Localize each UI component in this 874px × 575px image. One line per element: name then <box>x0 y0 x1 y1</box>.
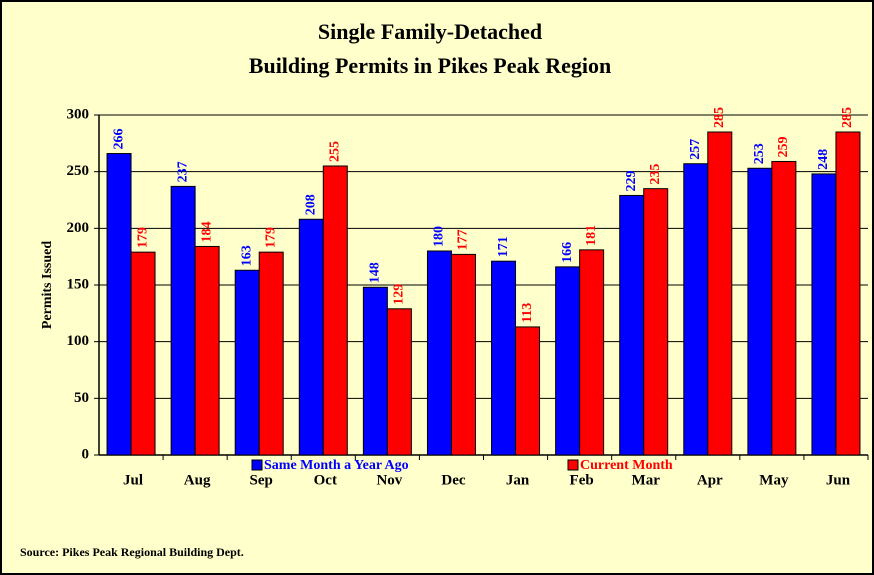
bar <box>298 218 324 456</box>
data-label: 180 <box>432 226 447 247</box>
x-tick-label: May <box>759 472 789 488</box>
y-tick-label: 200 <box>67 220 90 236</box>
legend-swatch <box>567 459 579 471</box>
x-tick-label: Aug <box>184 472 211 488</box>
chart-title: Building Permits in Pikes Peak Region <box>249 53 611 78</box>
bar <box>170 185 196 456</box>
data-label: 163 <box>239 245 254 266</box>
bar <box>683 163 709 456</box>
legend-label: Same Month a Year Ago <box>264 458 409 473</box>
y-tick-label: 300 <box>67 106 90 122</box>
bar <box>619 194 645 456</box>
bar <box>106 153 132 456</box>
chart-title: Single Family-Detached <box>318 19 542 44</box>
legend-label: Current Month <box>580 458 673 473</box>
bar <box>555 266 581 456</box>
x-tick-label: Jul <box>123 472 143 488</box>
x-tick-label: Mar <box>632 472 661 488</box>
bar <box>491 260 517 456</box>
data-label: 179 <box>135 227 150 248</box>
data-label: 285 <box>712 107 727 128</box>
bar <box>426 250 452 456</box>
data-label: 237 <box>175 161 190 182</box>
bar <box>835 131 861 456</box>
x-tick-label: Nov <box>376 472 402 488</box>
data-label: 229 <box>624 170 639 191</box>
bar <box>515 326 541 456</box>
bar <box>707 131 733 456</box>
data-label: 129 <box>392 284 407 305</box>
data-label: 259 <box>776 136 791 157</box>
data-label: 181 <box>584 225 599 246</box>
bar <box>194 245 220 456</box>
x-tick-label: Oct <box>314 472 337 488</box>
x-tick-label: Dec <box>441 472 465 488</box>
x-tick-label: Jan <box>506 472 530 488</box>
data-label: 148 <box>368 262 383 283</box>
data-label: 248 <box>816 149 831 170</box>
x-tick-label: Jun <box>826 472 851 488</box>
y-axis-label: Permits Issued <box>40 241 55 329</box>
data-label: 113 <box>520 303 535 323</box>
data-label: 266 <box>111 129 126 150</box>
bar <box>386 308 412 456</box>
data-label: 166 <box>560 242 575 263</box>
data-label: 184 <box>199 221 214 242</box>
bar <box>130 251 156 456</box>
bar <box>322 165 348 456</box>
data-label: 253 <box>752 143 767 164</box>
bar <box>643 188 669 456</box>
bar <box>811 173 837 456</box>
bar <box>258 251 284 456</box>
y-tick-label: 0 <box>82 446 90 462</box>
data-label: 179 <box>263 227 278 248</box>
x-tick-label: Sep <box>250 472 273 488</box>
data-label: 257 <box>688 139 703 160</box>
legend-swatch <box>251 459 263 471</box>
y-tick-label: 100 <box>67 333 90 349</box>
y-tick-label: 50 <box>74 390 89 406</box>
data-label: 285 <box>840 107 855 128</box>
bar <box>234 269 260 456</box>
bar <box>362 286 388 456</box>
y-tick-label: 250 <box>67 163 90 179</box>
bar <box>771 160 797 456</box>
x-tick-label: Feb <box>570 472 594 488</box>
bar <box>579 249 605 456</box>
data-label: 208 <box>304 194 319 215</box>
y-tick-label: 150 <box>67 276 90 292</box>
x-tick-label: Apr <box>697 472 723 488</box>
bar <box>450 253 476 456</box>
data-label: 177 <box>456 229 471 250</box>
bar <box>747 167 773 456</box>
source: Source: Pikes Peak Regional Building Dep… <box>20 545 244 559</box>
data-label: 171 <box>496 236 511 257</box>
data-label: 255 <box>328 141 343 162</box>
data-label: 235 <box>648 164 663 185</box>
